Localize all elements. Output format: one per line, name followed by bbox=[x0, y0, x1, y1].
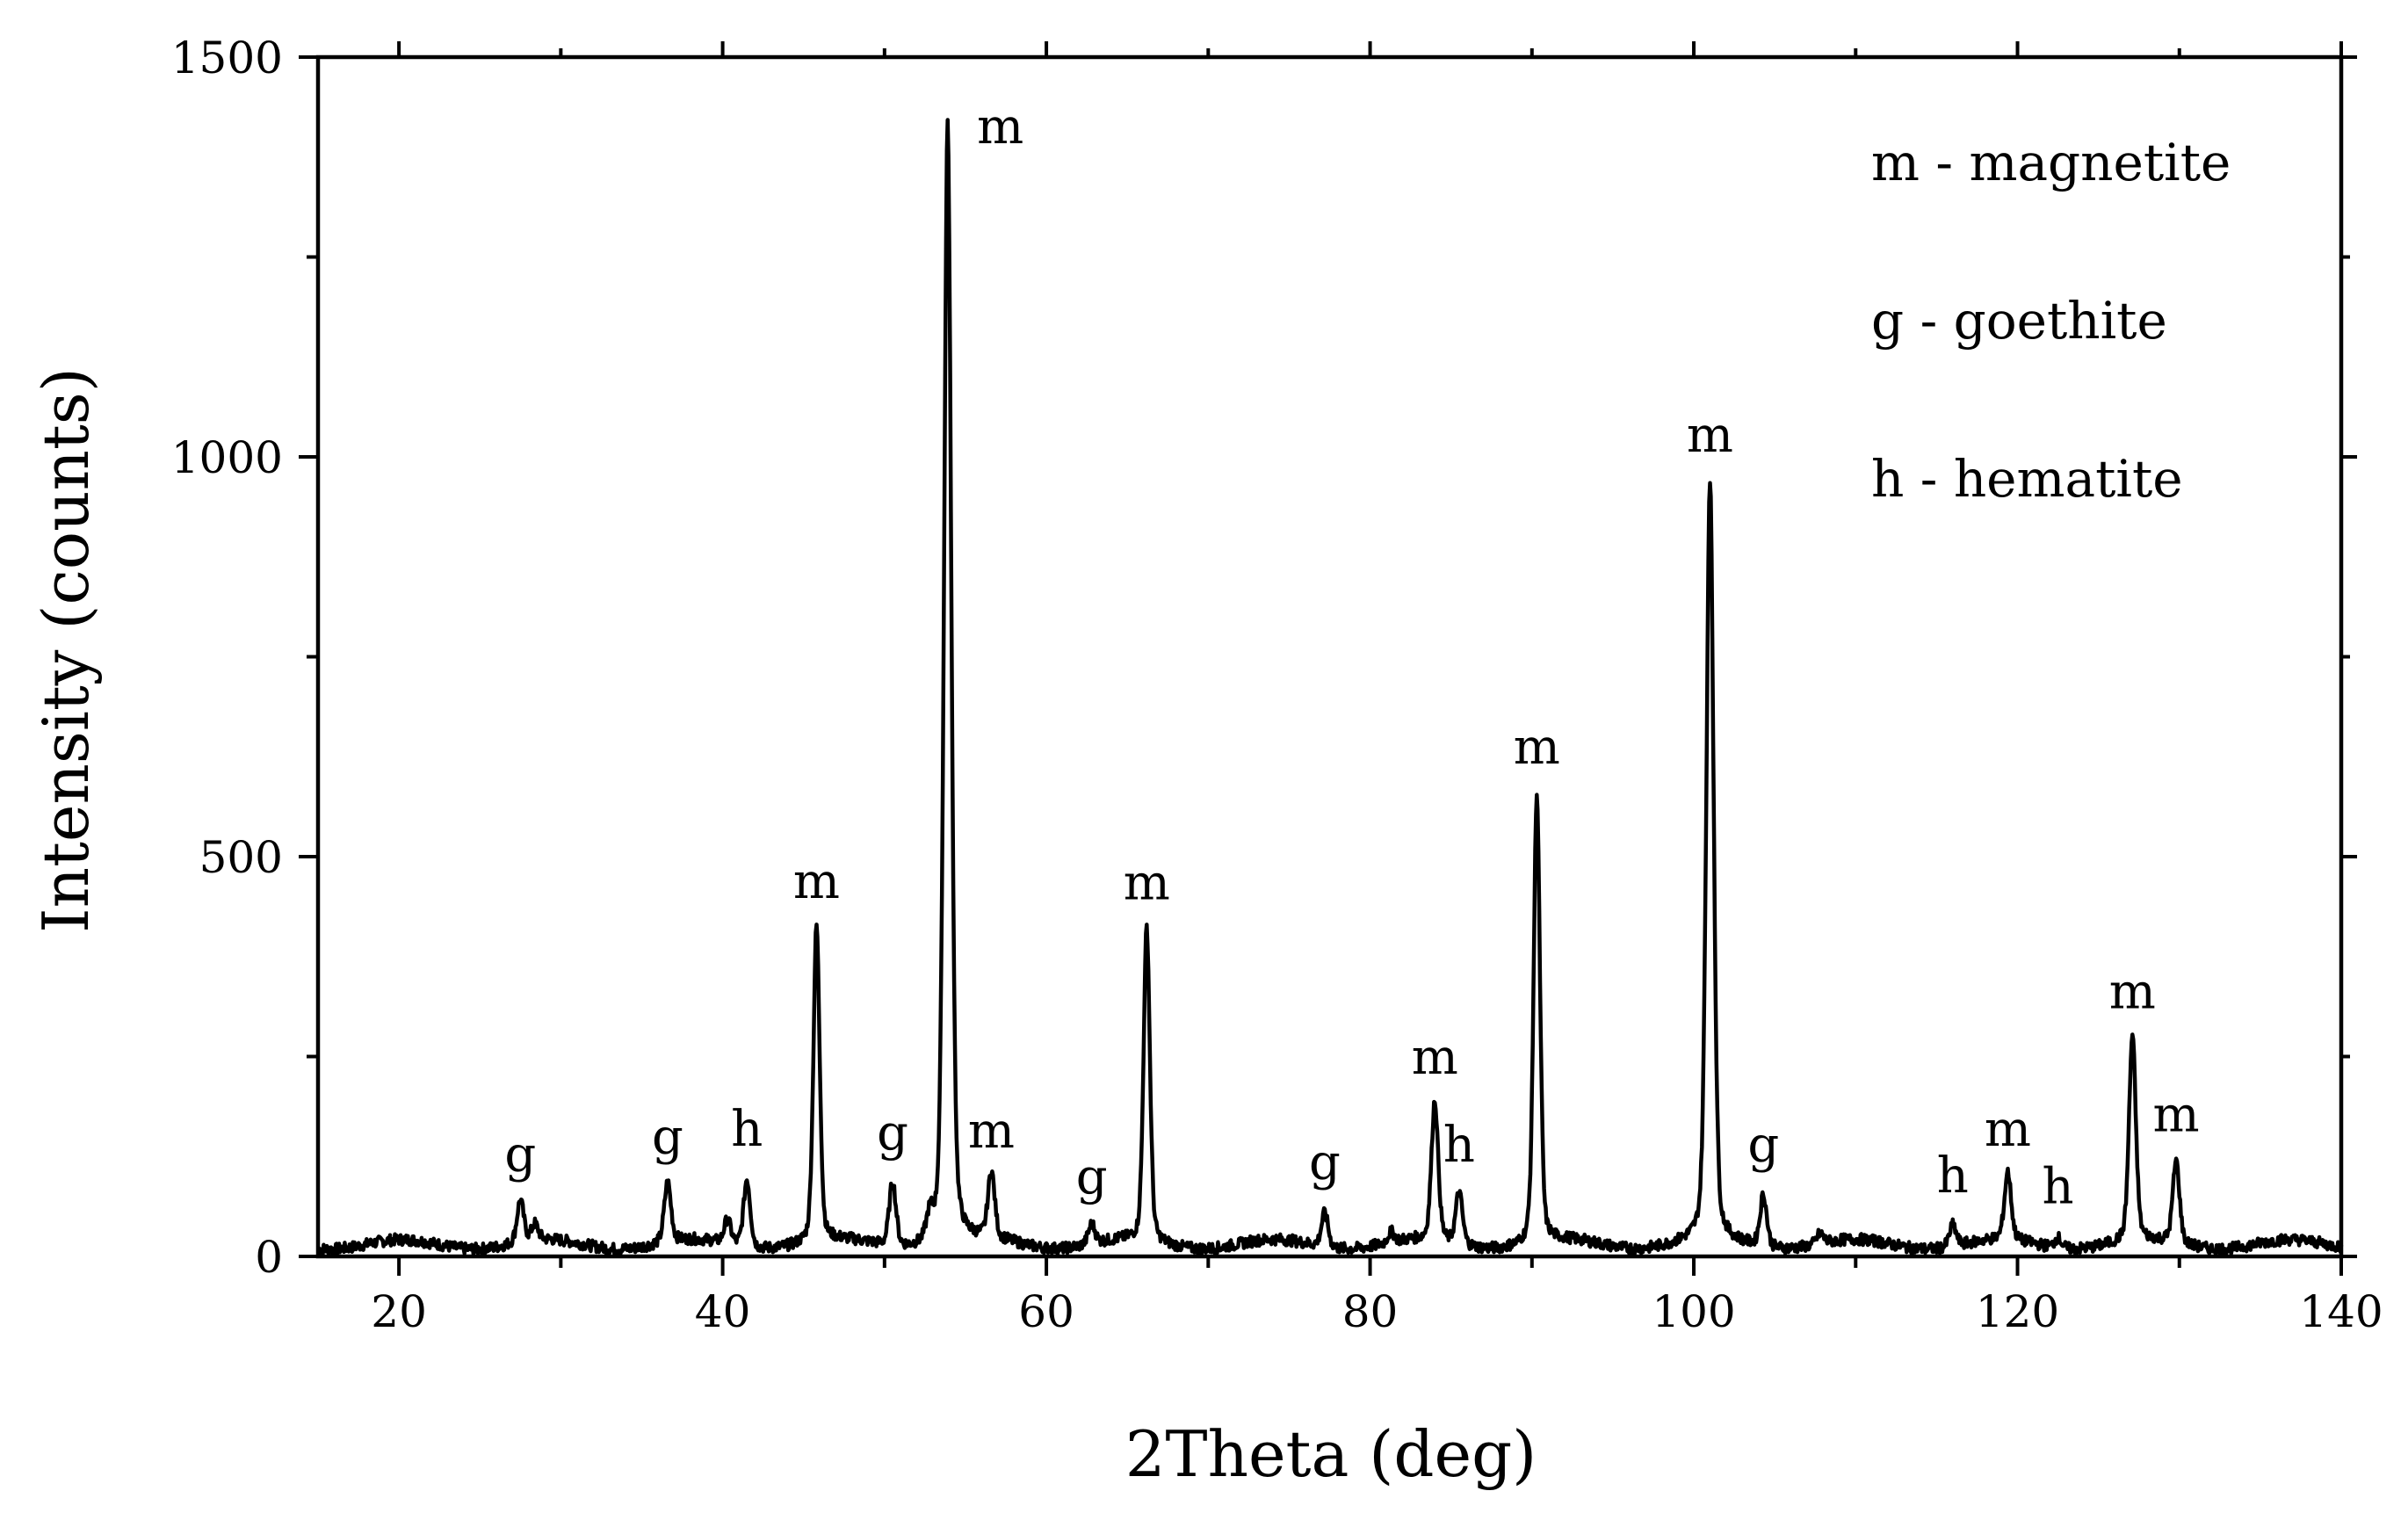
x-tick-label: 20 bbox=[371, 1286, 427, 1337]
peak-label-g: g bbox=[504, 1126, 536, 1183]
peak-label-m: m bbox=[1985, 1101, 2031, 1158]
y-tick-label: 1000 bbox=[171, 432, 283, 483]
peak-label-h: h bbox=[2043, 1159, 2074, 1216]
peak-label-m: m bbox=[968, 1103, 1015, 1160]
diffraction-pattern-line bbox=[316, 118, 2344, 1256]
plot-area-border bbox=[315, 54, 2344, 1259]
y-tick-label: 0 bbox=[255, 1232, 283, 1283]
x-tick-label: 140 bbox=[2299, 1286, 2383, 1337]
peak-label-m: m bbox=[1412, 1029, 1458, 1086]
peak-label-g: g bbox=[652, 1109, 683, 1166]
plot-frame bbox=[315, 54, 2344, 1259]
peak-label-h: h bbox=[1937, 1147, 1969, 1205]
legend: m - magnetite g - goethite h - hematite bbox=[1871, 133, 2231, 509]
x-axis-title: 2Theta (deg) bbox=[1125, 1417, 1537, 1491]
x-tick-label: 100 bbox=[1652, 1286, 1735, 1337]
peak-label-g: g bbox=[1309, 1134, 1341, 1191]
x-tick-label: 40 bbox=[695, 1286, 751, 1337]
peak-label-m: m bbox=[977, 98, 1023, 156]
x-tick-label: 120 bbox=[1976, 1286, 2059, 1337]
peak-label-g: g bbox=[1747, 1117, 1779, 1174]
axis-ticks: 20 40 60 80 100 120 140 0 500 1000 1500 bbox=[171, 33, 2383, 1337]
peak-label-g: g bbox=[877, 1105, 908, 1162]
y-tick-label: 500 bbox=[199, 832, 283, 883]
legend-entry-hematite: h - hematite bbox=[1871, 449, 2183, 509]
peak-label-m: m bbox=[793, 853, 840, 910]
peak-label-h: h bbox=[1443, 1117, 1475, 1174]
peak-label-m: m bbox=[2109, 963, 2156, 1020]
x-tick-label: 60 bbox=[1018, 1286, 1074, 1337]
legend-entry-goethite: g - goethite bbox=[1871, 291, 2167, 351]
peak-label-m: m bbox=[2153, 1087, 2200, 1144]
y-axis-title: Intensity (counts) bbox=[29, 367, 103, 933]
x-tick-label: 80 bbox=[1342, 1286, 1399, 1337]
legend-entry-magnetite: m - magnetite bbox=[1871, 133, 2231, 192]
peak-label-m: m bbox=[1687, 407, 1733, 464]
peak-label-m: m bbox=[1124, 855, 1170, 912]
y-tick-label: 1500 bbox=[171, 33, 283, 83]
peak-label-g: g bbox=[1076, 1149, 1108, 1206]
peak-label-m: m bbox=[1514, 719, 1560, 776]
peak-label-h: h bbox=[731, 1101, 763, 1158]
